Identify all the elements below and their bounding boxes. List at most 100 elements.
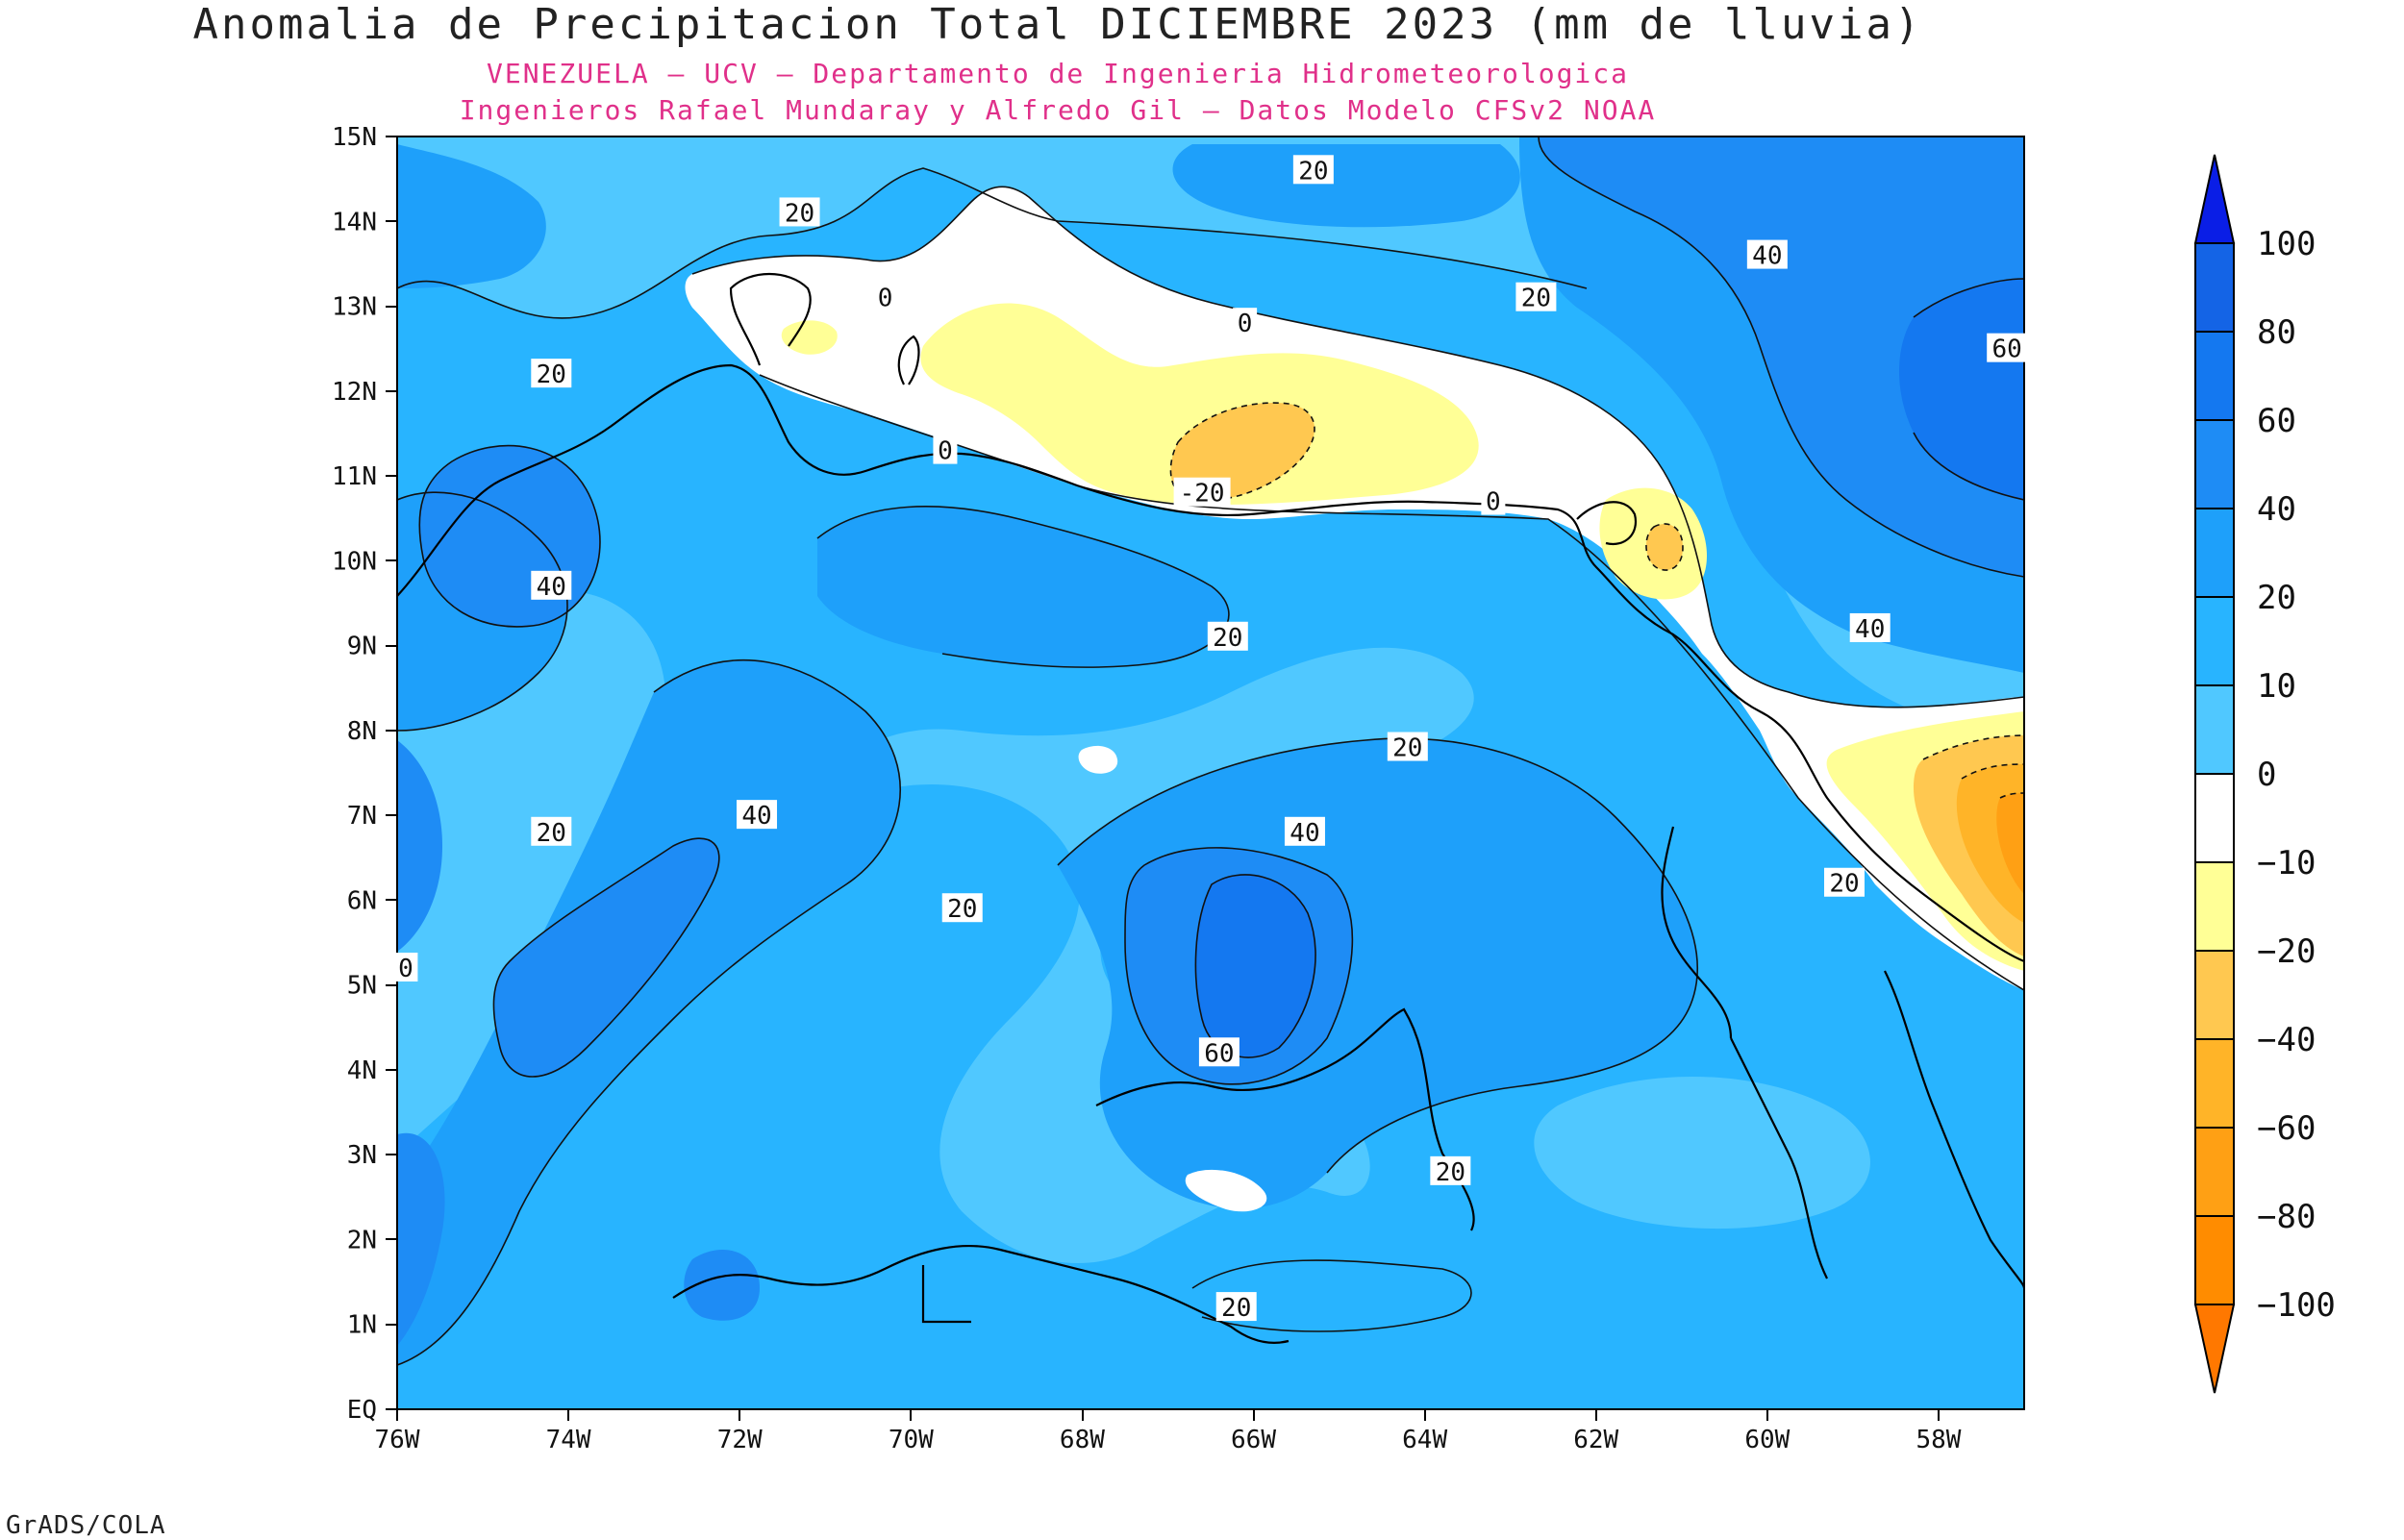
legend-label: −60 (2257, 1109, 2316, 1148)
anomaly-zone-20-40-west (397, 659, 901, 1365)
contour-label: 60 (1992, 335, 2022, 364)
legend-arrow-bottom (2193, 1304, 2236, 1394)
contour-label: 40 (741, 802, 771, 831)
contour-label-box (1430, 1155, 1471, 1185)
latitude-label: 9N (347, 633, 377, 661)
contour-label: 20 (1213, 624, 1242, 653)
contour-label: 0 (878, 285, 893, 313)
legend-label: 40 (2257, 490, 2296, 529)
longitude-tick-labels: 76W 74W 72W 70W 68W 66W 64W 62W 60W 58W (375, 1426, 1962, 1454)
legend-swatch (2194, 508, 2235, 598)
anomaly-zone-40-60-sw-edge (397, 1132, 445, 1346)
longitude-label: 72W (717, 1426, 763, 1454)
contour-label-box (1207, 621, 1248, 651)
legend-label: 80 (2257, 313, 2296, 352)
contour-label: 20 (1221, 1294, 1251, 1323)
contour-label-box (1515, 282, 1557, 311)
longitude-label: 74W (546, 1426, 591, 1454)
latitude-label: 3N (347, 1141, 377, 1170)
map-subtitle-institution: VENEZUELA – UCV – Departamento de Ingeni… (486, 58, 1630, 89)
latitude-label: 12N (332, 378, 377, 407)
contour-label: 0 (938, 437, 953, 466)
contour-label-box (1233, 308, 1258, 337)
anomaly-zone-40-60-maracaibo (419, 445, 600, 627)
contour-label-box (531, 359, 572, 388)
latitude-label: EQ (347, 1396, 377, 1425)
contour-label-box (737, 800, 778, 830)
longitude-label: 60W (1744, 1426, 1790, 1454)
anomaly-zone-minus10-minus20 (920, 303, 1479, 505)
contour-label-box (1849, 612, 1891, 642)
contour-label-box (1387, 732, 1428, 761)
latitude-label: 13N (332, 293, 377, 322)
contour-label: 40 (1290, 819, 1319, 848)
anomaly-zone-0-10-west (397, 590, 666, 1154)
contour-label-box (1215, 1292, 1257, 1322)
legend-label: −20 (2257, 932, 2316, 971)
legend-arrow-top (2193, 154, 2236, 244)
contour-label: 0 (1486, 488, 1501, 517)
legend-label: 10 (2257, 667, 2296, 706)
contour-label-box (1987, 333, 2028, 362)
legend-label: 20 (2257, 579, 2296, 617)
contour-label-box (1173, 477, 1231, 507)
anomaly-zone-40-60-atlantic (1539, 137, 2024, 577)
latitude-label: 6N (347, 886, 377, 915)
legend-swatch (2194, 1215, 2235, 1305)
legend-label: −100 (2257, 1286, 2336, 1325)
latitude-label: 8N (347, 717, 377, 746)
contour-label-box (873, 282, 898, 311)
latitude-label: 10N (332, 547, 377, 576)
contour-label-box (779, 197, 820, 227)
contour-label: 20 (537, 360, 566, 389)
latitude-tick-labels: EQ 1N 2N 3N 4N 5N 6N 7N 8N 9N 10N 11N 12N 13N 14N 15N (332, 123, 377, 1425)
legend-swatch (2194, 861, 2235, 952)
contour-label-box (1823, 867, 1865, 897)
contour-label-box (1481, 485, 1506, 515)
legend-swatch (2194, 596, 2235, 686)
contour-label-box (941, 893, 983, 923)
map-subtitle-authors: Ingenieros Rafael Mundaray y Alfredo Gil… (459, 94, 1657, 126)
contour-label: 20 (1392, 734, 1422, 763)
anomaly-zone-minus60-minus80 (1996, 793, 2024, 894)
contour-label: 40 (1752, 242, 1782, 271)
contour-label: -20 (1180, 480, 1225, 509)
anomaly-zone-20-40-coastal (817, 506, 1229, 668)
axis-ticks (386, 136, 1940, 1421)
contour-label: 20 (1521, 285, 1551, 313)
contour-label-box (933, 435, 958, 464)
anomaly-zone-0-10-southeast (1534, 1077, 1870, 1230)
contour-label: 0 (398, 955, 413, 983)
latitude-label: 1N (347, 1311, 377, 1340)
latitude-label: 14N (332, 208, 377, 236)
contour-label-box (531, 570, 572, 600)
legend-swatch (2194, 419, 2235, 509)
longitude-label: 64W (1402, 1426, 1447, 1454)
contour-label-box (1198, 1037, 1240, 1067)
contour-label: 60 (1204, 1039, 1234, 1068)
latitude-label: 5N (347, 972, 377, 1001)
contour-lines (397, 137, 2024, 1366)
latitude-label: 15N (332, 123, 377, 152)
anomaly-zone-40-60-south (684, 1250, 760, 1321)
contour-label: 20 (537, 819, 566, 848)
latitude-label: 11N (332, 462, 377, 491)
contour-label: 20 (947, 895, 977, 924)
longitude-label: 68W (1060, 1426, 1105, 1454)
latitude-label: 2N (347, 1226, 377, 1254)
contour-label-box (1746, 239, 1788, 269)
anomaly-zone-40-60-west-edge (397, 740, 442, 952)
map-frame (396, 136, 2025, 1410)
contour-label-box (1284, 816, 1325, 846)
anomaly-zone-20-40-nw (397, 144, 546, 288)
anomaly-zone-60-80-guayana (1195, 875, 1316, 1057)
legend-label: 100 (2257, 225, 2316, 263)
anomaly-zone-minus20-minus40-trinidad (1645, 523, 1683, 571)
contour-label-box (531, 816, 572, 846)
contour-label-box (1292, 155, 1334, 185)
legend-label: −80 (2257, 1198, 2316, 1236)
legend-swatch (2194, 773, 2235, 863)
longitude-label: 70W (889, 1426, 934, 1454)
map-plot-area (397, 137, 2024, 1409)
grads-credit: GrADS/COLA (6, 1511, 166, 1540)
